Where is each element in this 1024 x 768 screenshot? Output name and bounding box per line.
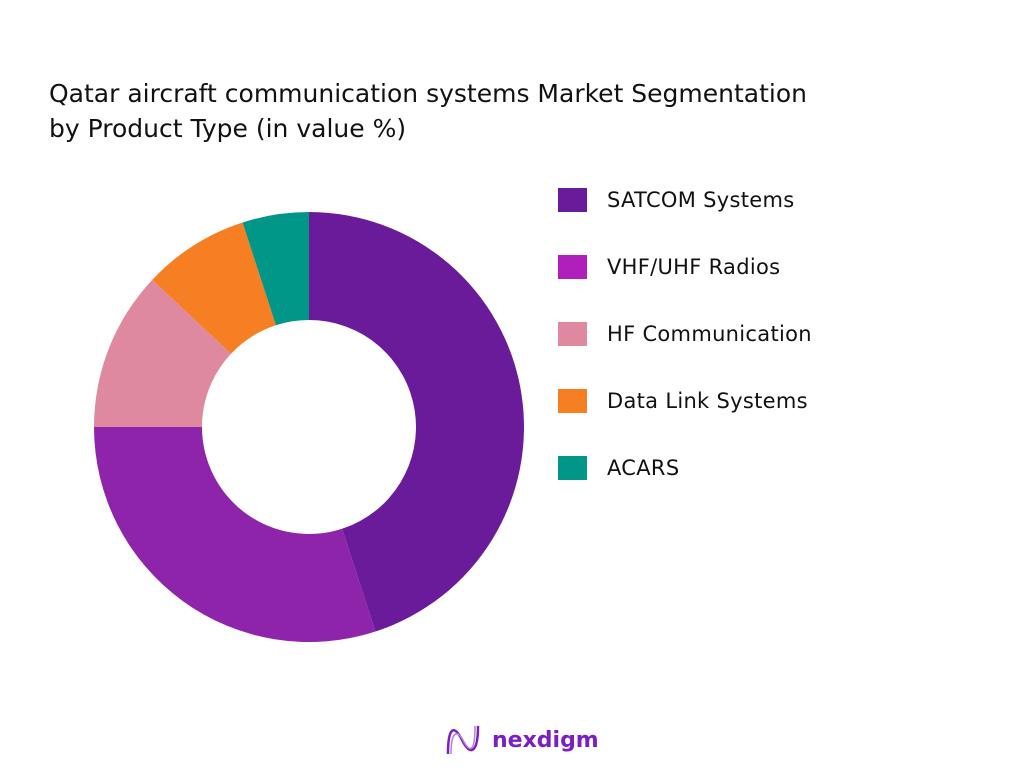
legend-label: SATCOM Systems [607, 187, 795, 212]
nexdigm-logo: nexdigm [444, 722, 599, 758]
donut-slice-vhf-uhf-radios [94, 427, 376, 642]
legend-swatch [558, 388, 587, 413]
legend-swatch [558, 187, 587, 212]
legend-label: HF Communication [607, 321, 812, 346]
donut-slice-acars [242, 212, 309, 326]
donut-slice-hf-communication [94, 279, 232, 427]
chart-title: Qatar aircraft communication systems Mar… [49, 76, 807, 146]
legend-label: VHF/UHF Radios [607, 254, 781, 279]
chart-title-line-1: Qatar aircraft communication systems Mar… [49, 79, 808, 108]
logo-text: nexdigm [492, 727, 599, 753]
legend-label: Data Link Systems [607, 388, 808, 413]
donut-slice-satcom-systems [309, 212, 524, 632]
legend: SATCOM Systems VHF/UHF Radios HF Communica… [558, 183, 812, 518]
nexdigm-wave-icon [446, 725, 480, 755]
legend-swatch [558, 254, 587, 279]
legend-item: ACARS [558, 451, 812, 484]
legend-swatch [558, 321, 587, 346]
legend-item: SATCOM Systems [558, 183, 812, 216]
chart-title-line-2: by Product Type (in value %) [49, 114, 407, 143]
legend-item: HF Communication [558, 317, 812, 350]
legend-swatch [558, 455, 587, 480]
legend-item: Data Link Systems [558, 384, 812, 417]
donut-slice-data-link-systems [152, 222, 276, 354]
legend-item: VHF/UHF Radios [558, 250, 812, 283]
legend-label: ACARS [607, 455, 680, 480]
